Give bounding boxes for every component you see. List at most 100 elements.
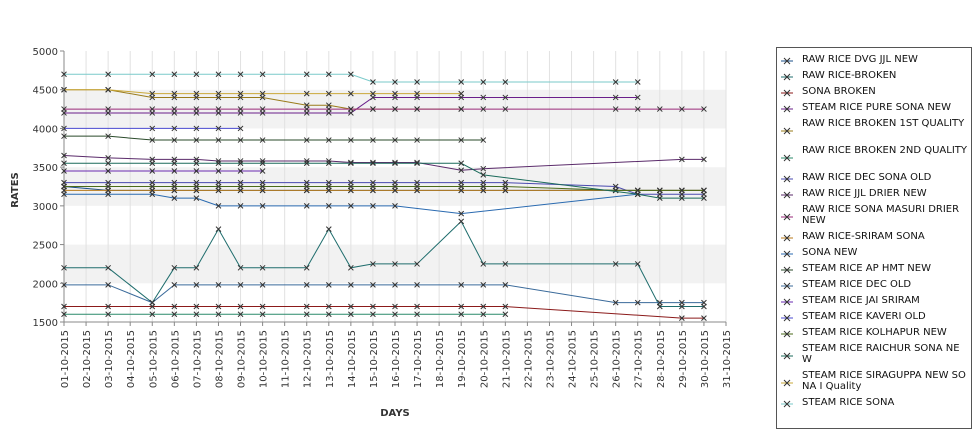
- legend-label: STEAM RICE JAI SRIRAM: [802, 295, 920, 306]
- series-line: [64, 220, 704, 308]
- legend-label: STEAM RICE KAVERI OLD: [802, 311, 926, 322]
- data-point: [259, 160, 266, 167]
- data-point: [612, 261, 619, 267]
- data-point: [458, 210, 465, 217]
- data-point: [61, 303, 67, 310]
- data-point: [325, 137, 332, 143]
- data-point: [392, 106, 398, 112]
- data-point: [348, 106, 354, 112]
- x-tick-label: 03-10-2015: [104, 330, 115, 388]
- data-point: [414, 159, 420, 166]
- x-tick-label: 14-10-2015: [347, 330, 358, 388]
- data-point: [414, 183, 420, 190]
- data-point: [414, 79, 420, 85]
- legend-item: STEAM RICE KAVERI OLD: [777, 311, 971, 326]
- data-point: [458, 167, 465, 174]
- data-point: [502, 281, 509, 288]
- data-point: [414, 261, 420, 267]
- data-point: [303, 281, 310, 288]
- data-point: [259, 168, 266, 174]
- legend-label: SONA NEW: [802, 247, 858, 258]
- legend-item: SONA BROKEN: [777, 86, 971, 101]
- data-point: [171, 264, 178, 271]
- y-tick-label: 3500: [33, 163, 58, 174]
- legend-label: SONA BROKEN: [802, 86, 876, 97]
- data-point: [215, 281, 222, 288]
- series-line: [64, 162, 704, 199]
- data-point: [303, 158, 310, 164]
- legend-label: STEAM RICE KOLHAPUR NEW: [802, 327, 947, 338]
- data-point: [348, 303, 354, 310]
- x-tick-label: 13-10-2015: [325, 330, 336, 388]
- legend-marker-icon: [781, 352, 793, 360]
- legend-label: RAW RICE SONA MASURI DRIER NEW: [802, 204, 960, 226]
- data-point: [392, 160, 398, 167]
- data-point: [61, 152, 67, 159]
- x-tick-label: 27-10-2015: [634, 330, 645, 388]
- data-point: [61, 311, 67, 318]
- data-point: [259, 303, 266, 310]
- legend-item: STEAM RICE JAI SRIRAM: [777, 295, 971, 310]
- data-point: [193, 106, 200, 112]
- data-point: [171, 168, 178, 174]
- data-point: [193, 303, 200, 310]
- data-point: [259, 137, 266, 143]
- data-point: [171, 106, 178, 112]
- x-tick-label: 09-10-2015: [237, 330, 248, 388]
- data-point: [392, 281, 398, 288]
- data-point: [612, 106, 619, 112]
- legend-marker-icon: [781, 298, 793, 306]
- data-point: [502, 183, 509, 190]
- data-point: [656, 195, 663, 201]
- y-axis-ticks: 1500 2000 2500 3000 3500 4000 4500 5000: [33, 47, 64, 329]
- data-point: [105, 303, 111, 310]
- legend-marker-icon: [781, 330, 793, 338]
- series-line: [64, 186, 704, 191]
- series-group: [61, 183, 707, 194]
- series-group: [61, 86, 465, 97]
- x-tick-label: 17-10-2015: [413, 330, 424, 388]
- x-tick-label: 10-10-2015: [259, 330, 270, 388]
- data-point: [61, 168, 67, 174]
- data-point: [149, 137, 156, 143]
- y-tick-label: 3000: [33, 202, 58, 213]
- data-point: [259, 203, 266, 209]
- series-group: [61, 191, 641, 217]
- data-point: [61, 71, 67, 78]
- data-point: [325, 71, 332, 78]
- data-point: [480, 281, 487, 288]
- data-point: [392, 203, 398, 209]
- data-point: [392, 311, 398, 318]
- data-point: [215, 311, 222, 318]
- x-tick-label: 25-10-2015: [590, 330, 601, 388]
- data-point: [61, 133, 67, 140]
- data-point: [348, 159, 354, 166]
- data-point: [348, 71, 354, 78]
- data-point: [348, 203, 354, 209]
- data-point: [370, 90, 376, 97]
- data-point: [392, 79, 398, 85]
- legend-item: STEAM RICE DEC OLD: [777, 279, 971, 294]
- legend-label: RAW RICE-SRIRAM SONA: [802, 231, 925, 242]
- data-point: [414, 160, 420, 167]
- data-point: [215, 90, 222, 97]
- data-point: [701, 315, 707, 321]
- data-point: [414, 311, 420, 318]
- data-point: [612, 94, 619, 101]
- data-point: [370, 281, 376, 288]
- data-point: [215, 226, 222, 232]
- data-point: [303, 90, 310, 97]
- x-tick-label: 16-10-2015: [391, 330, 402, 388]
- data-point: [215, 183, 222, 190]
- data-point: [634, 79, 641, 85]
- data-point: [480, 79, 487, 85]
- x-axis-ticks: 01-10-2015 02-10-2015 03-10-2015 04-10-2015…: [60, 322, 733, 388]
- x-tick-label: 20-10-2015: [479, 330, 490, 388]
- data-point: [237, 160, 244, 167]
- data-point: [480, 165, 487, 172]
- data-point: [370, 261, 376, 267]
- chart-legend: RAW RICE DVG JJL NEW RAW RICE-BROKEN SONA …: [776, 47, 972, 429]
- data-point: [701, 299, 707, 306]
- x-tick-label: 21-10-2015: [501, 330, 512, 388]
- data-point: [237, 303, 244, 310]
